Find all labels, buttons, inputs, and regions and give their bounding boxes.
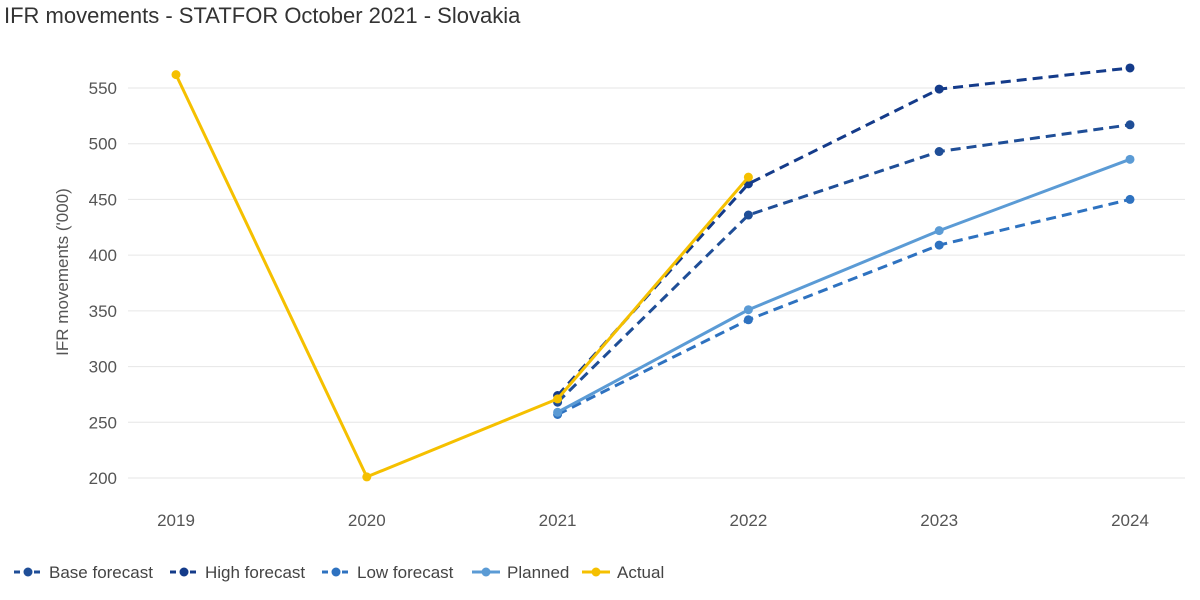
legend-item[interactable]: Planned (472, 563, 569, 582)
legend-label: Base forecast (49, 563, 153, 582)
series-lines (171, 63, 1135, 482)
legend-item[interactable]: Low forecast (322, 563, 454, 582)
series-base-forecast (553, 120, 1135, 407)
legend-label: Planned (507, 563, 569, 582)
series-line (556, 157, 1131, 414)
x-axis-ticks: 2019 2020 2021 2022 2023 2024 (157, 511, 1149, 530)
legend-label: High forecast (205, 563, 305, 582)
y-tick-label: 300 (89, 358, 117, 377)
x-tick-label: 2019 (157, 511, 195, 530)
y-axis-title: IFR movements ('000) (53, 188, 72, 356)
data-point (1125, 194, 1135, 204)
series-line (174, 73, 750, 479)
y-tick-label: 500 (89, 135, 117, 154)
chart-title: IFR movements - STATFOR October 2021 - S… (4, 3, 521, 28)
legend-marker (23, 567, 33, 577)
data-point (1125, 63, 1135, 73)
legend-marker (179, 567, 189, 577)
legend-item[interactable]: Actual (582, 563, 664, 582)
x-tick-label: 2024 (1111, 511, 1149, 530)
data-point (934, 240, 944, 250)
data-point (553, 407, 563, 417)
legend-item[interactable]: High forecast (170, 563, 305, 582)
x-tick-label: 2022 (729, 511, 767, 530)
data-point (743, 315, 753, 325)
data-point (743, 172, 753, 182)
gridlines (128, 87, 1185, 479)
data-point (743, 210, 753, 220)
x-tick-label: 2020 (348, 511, 386, 530)
data-point (934, 147, 944, 157)
legend-marker (591, 567, 601, 577)
data-point (553, 394, 563, 404)
series-line (556, 66, 1131, 397)
y-tick-label: 550 (89, 79, 117, 98)
y-tick-label: 350 (89, 302, 117, 321)
legend-item[interactable]: Base forecast (14, 563, 153, 582)
data-point (934, 226, 944, 236)
legend-marker (481, 567, 491, 577)
data-point (362, 472, 372, 482)
series-high-forecast (553, 63, 1135, 401)
y-tick-label: 200 (89, 469, 117, 488)
x-tick-label: 2021 (539, 511, 577, 530)
series-low-forecast (553, 194, 1135, 419)
series-line (556, 123, 1131, 404)
y-tick-label: 400 (89, 246, 117, 265)
data-point (1125, 154, 1135, 164)
series-actual (171, 70, 753, 482)
y-tick-label: 450 (89, 190, 117, 209)
data-point (1125, 120, 1135, 130)
legend-label: Actual (617, 563, 664, 582)
series-line (556, 197, 1131, 416)
y-axis-ticks: 200 250 300 350 400 450 500 550 (89, 79, 117, 488)
data-point (934, 84, 944, 94)
series-planned (553, 154, 1135, 417)
x-tick-label: 2023 (920, 511, 958, 530)
data-point (743, 305, 753, 315)
legend-label: Low forecast (357, 563, 454, 582)
legend-marker (331, 567, 341, 577)
y-tick-label: 250 (89, 413, 117, 432)
data-point (171, 70, 181, 80)
legend[interactable]: Base forecast High forecast Low forecast Pl… (14, 563, 664, 582)
